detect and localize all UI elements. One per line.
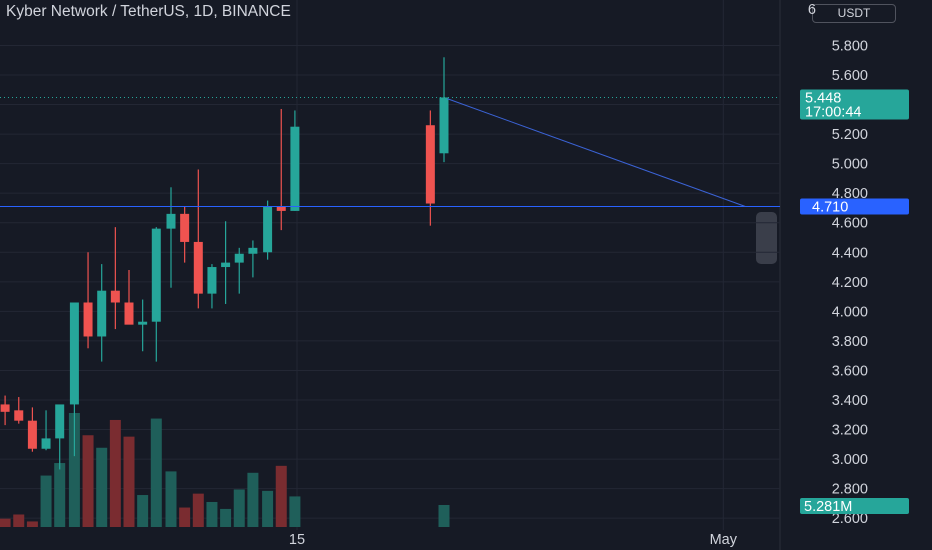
volume-bar [220, 508, 232, 527]
candle-body [83, 302, 93, 337]
y-tick-label: 4.600 [832, 216, 868, 232]
volume-bar [82, 435, 94, 527]
candle-body [193, 241, 203, 294]
y-tick-label: 4.200 [832, 275, 868, 291]
candle-body [97, 290, 107, 337]
volume-bar [247, 472, 259, 527]
volume-bars [0, 413, 450, 527]
y-tick-label: 2.600 [832, 511, 868, 527]
volume-bar [13, 514, 25, 527]
time-axis: Apr15May16 [289, 532, 738, 548]
y-tick-label: 3.000 [832, 452, 868, 468]
candle-body [263, 206, 273, 253]
candle-body [138, 321, 148, 325]
candle-body [276, 206, 286, 211]
volume-bar [96, 447, 108, 527]
y-tick-label: 3.200 [832, 423, 868, 439]
trend-line [446, 98, 746, 207]
y-tick-label: 2.800 [832, 482, 868, 498]
y-tick-label: 4.400 [832, 245, 868, 261]
volume-bar [137, 495, 149, 527]
last-price-label: 5.448 [805, 90, 841, 106]
candle-body [248, 247, 258, 254]
volume-bar [262, 490, 274, 527]
candle-body [166, 213, 176, 229]
candle-body [180, 213, 190, 242]
y-tick-label: 5.800 [832, 38, 868, 54]
candle-body [221, 262, 231, 268]
y-tick-label-partial: 6 [808, 2, 816, 18]
volume-bar [54, 463, 66, 527]
volume-bar [68, 413, 80, 527]
volume-bar [40, 475, 52, 527]
candle-body [41, 438, 51, 449]
candle-body [425, 125, 435, 204]
x-tick-label: 15 [289, 532, 305, 548]
currency-selector[interactable]: USDT [812, 4, 896, 23]
volume-bar [109, 419, 121, 527]
y-tick-label: 4.800 [832, 186, 868, 202]
volume-bar [179, 507, 191, 527]
last-price-badge [800, 89, 909, 120]
volume-bar [206, 501, 218, 527]
volume-bar [123, 436, 135, 527]
drawings [0, 96, 780, 207]
hline-label: 4.710 [812, 199, 848, 215]
candle-body [207, 267, 217, 294]
volume-bar [289, 496, 301, 527]
y-tick-label: 5.600 [832, 68, 868, 84]
candle-body [290, 126, 300, 211]
chart-title: Kyber Network / TetherUS, 1D, BINANCE [6, 3, 291, 20]
countdown-label: 17:00:44 [805, 104, 861, 120]
scale-scroll-handle[interactable] [756, 212, 777, 264]
candle-body [124, 302, 134, 325]
hline-badge [800, 198, 909, 215]
volume-bar [192, 493, 204, 527]
volume-bar [233, 489, 245, 527]
y-tick-label: 4.000 [832, 304, 868, 320]
candle-body [110, 290, 120, 303]
y-tick-label: 3.600 [832, 363, 868, 379]
volume-bar [150, 418, 162, 527]
candle-body [234, 253, 244, 263]
candle-body [69, 302, 79, 405]
y-tick-label: 3.400 [832, 393, 868, 409]
candles [0, 57, 449, 470]
y-tick-label: 5.200 [832, 127, 868, 143]
candle-body [0, 404, 10, 412]
candle-body [14, 410, 24, 421]
candle-body [55, 404, 65, 439]
volume-label: 5.281M [804, 499, 852, 515]
volume-bar-current [438, 505, 450, 527]
candle-body [151, 228, 161, 322]
candle-body-current [439, 97, 449, 154]
price-axis: 2.600 2.800 3.000 3.200 3.400 3.600 3.800 4.000… [808, 2, 868, 527]
volume-bar [0, 518, 11, 527]
volume-bar [275, 465, 287, 527]
y-tick-label: 5.000 [832, 157, 868, 173]
x-tick-label: May [710, 532, 738, 548]
y-tick-label: 3.800 [832, 334, 868, 350]
volume-bar [165, 471, 177, 527]
candle-body [27, 420, 37, 449]
volume-badge [800, 498, 909, 514]
volume-bar [26, 521, 38, 527]
